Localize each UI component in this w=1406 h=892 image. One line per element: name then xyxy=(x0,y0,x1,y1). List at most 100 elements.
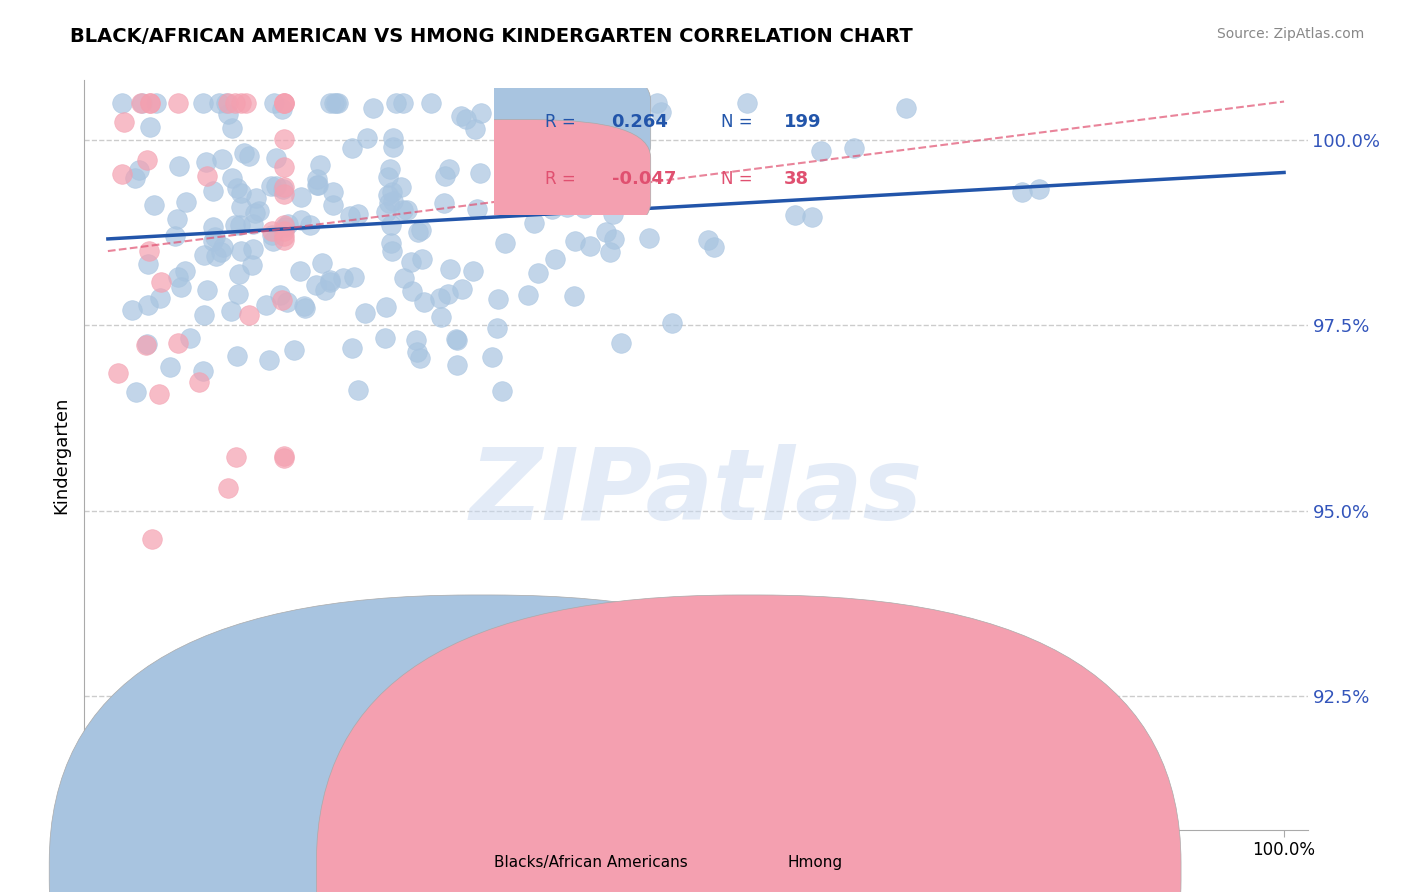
Point xyxy=(319,273,342,287)
Point xyxy=(163,229,186,244)
Point xyxy=(294,301,316,315)
Point xyxy=(323,95,346,110)
Point xyxy=(141,532,163,546)
Point xyxy=(170,279,193,293)
Point xyxy=(783,208,806,222)
Point xyxy=(609,336,631,351)
Point xyxy=(446,358,468,372)
Point xyxy=(188,375,211,389)
Point xyxy=(661,317,683,331)
Point xyxy=(167,159,190,173)
Point xyxy=(224,95,246,110)
Point xyxy=(273,451,295,466)
Point xyxy=(225,450,247,465)
Point xyxy=(179,331,201,345)
Point xyxy=(211,152,233,166)
Point xyxy=(451,282,474,296)
Point xyxy=(257,352,280,367)
Point xyxy=(229,95,252,110)
Point xyxy=(413,295,436,310)
Point xyxy=(274,219,297,234)
Point xyxy=(135,337,157,351)
Point xyxy=(322,185,344,199)
Point xyxy=(434,169,457,183)
Point xyxy=(346,207,368,221)
Point xyxy=(623,196,645,211)
Point xyxy=(298,219,321,233)
Point xyxy=(149,276,172,290)
Point xyxy=(243,206,266,220)
Point xyxy=(354,305,377,319)
Point xyxy=(262,234,284,248)
Point xyxy=(231,200,253,214)
Point xyxy=(381,194,404,208)
Point xyxy=(342,269,364,284)
Point xyxy=(167,95,190,110)
Point xyxy=(240,258,263,272)
Point xyxy=(346,383,368,397)
Point xyxy=(735,95,758,110)
Point xyxy=(174,264,197,278)
Point xyxy=(208,95,231,110)
Point xyxy=(112,115,135,129)
Point xyxy=(254,298,277,312)
Point xyxy=(650,104,672,119)
Point xyxy=(392,271,415,285)
Point xyxy=(378,162,401,177)
Point xyxy=(290,190,312,204)
Point xyxy=(842,141,865,155)
Point xyxy=(309,158,332,172)
Point xyxy=(139,95,162,110)
Point xyxy=(273,95,295,110)
Point xyxy=(204,230,226,244)
Point xyxy=(273,95,295,110)
Point xyxy=(194,155,217,169)
Point xyxy=(406,225,429,239)
Point xyxy=(576,118,599,132)
Text: Source: ZipAtlas.com: Source: ZipAtlas.com xyxy=(1216,27,1364,41)
Point xyxy=(270,103,292,117)
Point xyxy=(439,261,461,276)
Point xyxy=(195,284,218,298)
Point xyxy=(599,162,621,177)
Point xyxy=(121,302,143,317)
Point xyxy=(124,171,146,186)
Text: ZIPatlas: ZIPatlas xyxy=(470,444,922,541)
Point xyxy=(602,95,624,110)
Point xyxy=(377,170,399,185)
Point xyxy=(536,159,558,173)
Point xyxy=(384,95,406,110)
Point xyxy=(527,266,550,280)
Point xyxy=(409,351,432,366)
Point xyxy=(283,343,305,358)
Point xyxy=(290,213,312,227)
Point xyxy=(374,331,396,345)
Point xyxy=(529,95,551,110)
Point xyxy=(270,293,292,308)
Point xyxy=(292,299,315,313)
Point xyxy=(260,178,283,193)
Point xyxy=(894,101,917,115)
Point xyxy=(380,236,402,251)
Point xyxy=(544,252,567,266)
Point xyxy=(613,179,636,194)
Point xyxy=(193,308,215,322)
Point xyxy=(229,186,252,201)
Text: Blacks/African Americans: Blacks/African Americans xyxy=(494,855,688,870)
Point xyxy=(264,152,287,166)
Point xyxy=(494,236,516,251)
Point xyxy=(314,283,336,297)
Point xyxy=(225,349,247,363)
Point xyxy=(235,95,257,110)
Point xyxy=(215,95,238,110)
Point xyxy=(136,153,159,167)
Point xyxy=(305,178,328,193)
Point xyxy=(307,172,329,186)
Point xyxy=(273,229,295,244)
Point xyxy=(128,162,150,177)
Point xyxy=(468,166,491,180)
Point xyxy=(273,181,295,195)
Point xyxy=(217,95,239,110)
Point xyxy=(565,132,588,146)
Point xyxy=(450,109,472,123)
